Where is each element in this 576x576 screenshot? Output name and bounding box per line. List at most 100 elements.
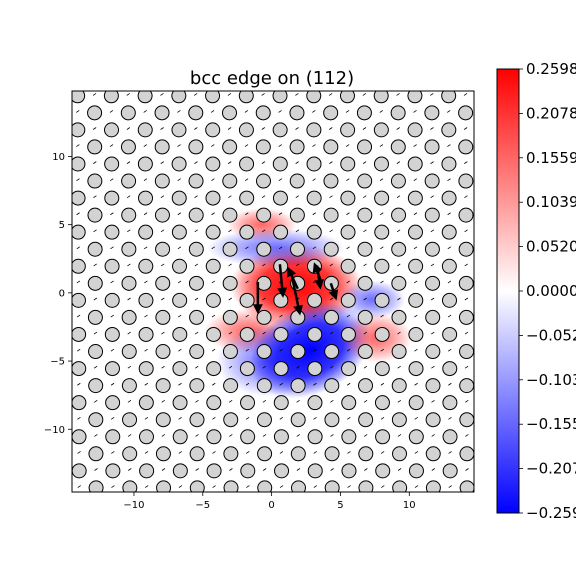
atom	[458, 309, 474, 325]
atom	[273, 292, 289, 308]
atom	[306, 156, 322, 172]
atom	[240, 429, 256, 445]
quiver-arrow	[111, 485, 115, 488]
quiver-arrow	[482, 315, 485, 317]
atom	[441, 292, 457, 308]
displacement-arrows	[252, 262, 339, 316]
quiver-arrow	[430, 195, 434, 199]
atom	[205, 156, 221, 172]
atom	[374, 190, 390, 206]
atom	[222, 173, 238, 189]
atom	[241, 498, 255, 512]
quiver-arrow	[110, 246, 114, 250]
atom	[374, 224, 390, 240]
y-tick-label: −10	[44, 425, 65, 436]
quiver-arrow	[465, 434, 469, 437]
quiver-arrow	[110, 76, 113, 78]
quiver-arrow	[228, 399, 233, 403]
quiver-arrow	[212, 382, 216, 386]
quiver-arrow	[227, 127, 232, 130]
quiver-arrow	[193, 93, 198, 96]
atom	[189, 412, 205, 428]
quiver-arrow	[194, 161, 198, 164]
quiver-arrow	[296, 365, 300, 369]
quiver-arrow	[245, 212, 249, 216]
atom	[323, 105, 339, 121]
atom	[358, 480, 374, 492]
atom	[341, 429, 357, 445]
atom	[104, 326, 120, 342]
atom	[239, 190, 255, 206]
atom	[205, 190, 221, 206]
atom	[273, 326, 289, 342]
atom	[324, 412, 340, 428]
atom	[189, 344, 205, 360]
atom	[374, 326, 390, 342]
quiver-arrow	[211, 246, 215, 250]
quiver-arrow	[330, 434, 334, 437]
atom	[206, 395, 222, 411]
atom	[87, 275, 103, 291]
quiver-arrow	[127, 434, 132, 437]
atom	[477, 396, 491, 410]
atom	[357, 309, 373, 325]
atom	[357, 275, 373, 291]
atom	[476, 225, 490, 239]
quiver-arrow	[279, 314, 283, 318]
atom	[54, 72, 68, 86]
atom	[105, 429, 121, 445]
quiver-arrow	[329, 127, 333, 130]
quiver-arrow	[482, 349, 485, 351]
quiver-arrow	[161, 331, 165, 335]
atom	[172, 292, 188, 308]
quiver-arrow	[261, 93, 265, 96]
y-tick-label: −5	[50, 357, 65, 368]
atom	[290, 446, 306, 462]
atom	[323, 207, 339, 223]
quiver-arrow	[227, 93, 232, 96]
quiver-arrow	[448, 451, 452, 454]
quiver-arrow	[464, 161, 468, 164]
quiver-arrow	[295, 195, 300, 199]
quiver-arrow	[329, 229, 333, 233]
quiver-arrow	[347, 485, 351, 488]
atom	[255, 105, 271, 121]
atom	[138, 361, 154, 377]
atom	[458, 275, 474, 291]
atom	[256, 309, 272, 325]
quiver-arrow	[312, 246, 317, 250]
atom	[307, 292, 323, 308]
quiver-arrow	[329, 161, 333, 164]
quiver-arrow	[346, 178, 350, 181]
atom	[205, 91, 221, 104]
atom	[477, 498, 491, 512]
quiver-arrow	[110, 280, 114, 284]
atom	[289, 173, 305, 189]
atom	[340, 292, 356, 308]
quiver-arrow	[431, 365, 435, 369]
quiver-arrow	[414, 382, 418, 386]
atom	[222, 275, 238, 291]
x-tick-label: −5	[195, 500, 210, 511]
atom	[272, 156, 288, 172]
quiver-arrow	[229, 468, 233, 471]
atom	[87, 72, 101, 86]
quiver-arrow	[126, 127, 131, 130]
quiver-arrow	[93, 195, 97, 199]
colorbar-tick-label: −0.1559	[526, 415, 576, 433]
quiver-arrow	[295, 263, 300, 267]
quiver-arrow	[296, 468, 301, 471]
colorbar-tick-label: 0.0520	[526, 238, 576, 256]
plot-frame	[71, 90, 475, 493]
quiver-arrow	[397, 263, 401, 267]
quiver-arrow	[430, 263, 435, 267]
atom	[138, 224, 154, 240]
atom	[189, 309, 205, 325]
quiver-arrow	[93, 229, 97, 233]
quiver-arrow	[379, 212, 384, 216]
atom	[239, 361, 255, 377]
displacement-arrow	[291, 277, 304, 316]
atom	[154, 207, 170, 223]
atom	[172, 326, 188, 342]
